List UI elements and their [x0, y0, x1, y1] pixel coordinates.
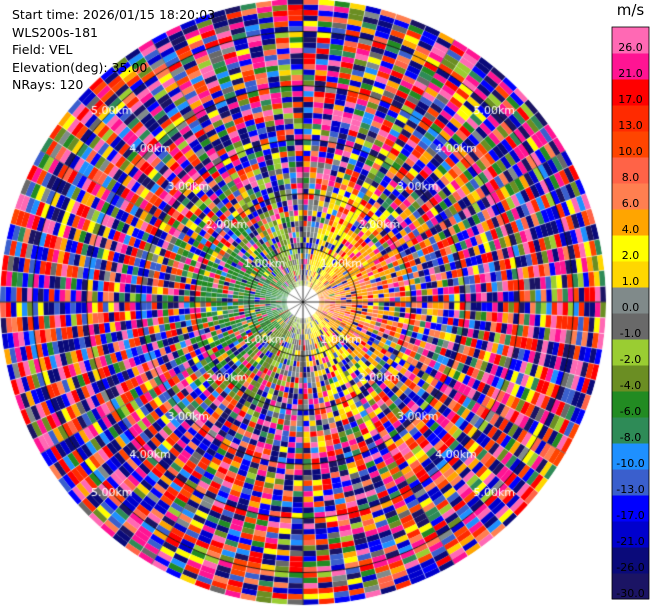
colorbar-swatch — [612, 131, 649, 158]
colorbar-tick-label: -26.0 — [616, 561, 644, 574]
colorbar-tick-label: 26.0 — [618, 41, 643, 54]
colorbar-swatch — [612, 313, 649, 340]
colorbar-tick-label: -4.0 — [620, 379, 641, 392]
colorbar-swatch — [612, 157, 649, 184]
elevation-text: Elevation(deg): 35.00 — [12, 59, 148, 75]
colorbar-swatch — [612, 27, 649, 54]
colorbar-swatch — [612, 339, 649, 366]
colorbar-swatch — [612, 53, 649, 80]
colorbar-tick-label: 1.0 — [622, 275, 640, 288]
colorbar-swatch — [612, 417, 649, 444]
colorbar-frame — [611, 26, 650, 600]
colorbar-swatch — [612, 209, 649, 236]
colorbar-tick-label: -10.0 — [616, 457, 644, 470]
colorbar-unit-label: m/s — [617, 1, 645, 19]
colorbar-swatch — [612, 573, 649, 600]
colorbar-swatch — [612, 443, 649, 470]
plot-info: Start time: 2026/01/15 18:20:03 WLS200s-… — [12, 6, 215, 94]
colorbar-swatch — [612, 547, 649, 574]
colorbar-swatch — [612, 521, 649, 548]
colorbar-tick-label: -17.0 — [616, 509, 644, 522]
colorbar-tick-label: 13.0 — [618, 119, 643, 132]
colorbar-tick-label: -1.0 — [620, 327, 641, 340]
start-time-text: Start time: 2026/01/15 18:20:03 — [12, 7, 216, 22]
colorbar-swatch — [612, 261, 649, 288]
colorbar-tick-label: -6.0 — [620, 405, 641, 418]
instrument-name: WLS200s-181 — [12, 24, 98, 40]
colorbar-tick-label: -2.0 — [620, 353, 641, 366]
colorbar-tick-label: 21.0 — [618, 67, 643, 80]
colorbar-tick-label: 2.0 — [622, 249, 640, 262]
colorbar-swatch — [612, 365, 649, 392]
colorbar-tick-label: 0.0 — [622, 301, 640, 314]
colorbar-tick-label: -8.0 — [620, 431, 641, 444]
colorbar-tick-label: -13.0 — [616, 483, 644, 496]
colorbar-tick-label: 6.0 — [622, 197, 640, 210]
colorbar-swatch — [612, 183, 649, 210]
colorbar-tick-label: 17.0 — [618, 93, 643, 106]
field-text: Field: VEL — [12, 42, 73, 57]
colorbar-swatch — [612, 391, 649, 418]
nrays-text: NRays: 120 — [12, 77, 84, 92]
colorbar-swatch — [612, 287, 649, 314]
colorbar-tick-label: -30.0 — [616, 587, 644, 600]
colorbar-swatch — [612, 469, 649, 496]
colorbar-tick-label: -21.0 — [616, 535, 644, 548]
colorbar-swatch — [612, 235, 649, 262]
colorbar-tick-label: 4.0 — [622, 223, 640, 236]
colorbar-swatch — [612, 495, 649, 522]
colorbar-swatch — [612, 105, 649, 132]
colorbar-tick-label: 10.0 — [618, 145, 643, 158]
colorbar-tick-label: 8.0 — [622, 171, 640, 184]
colorbar-swatch — [612, 79, 649, 106]
